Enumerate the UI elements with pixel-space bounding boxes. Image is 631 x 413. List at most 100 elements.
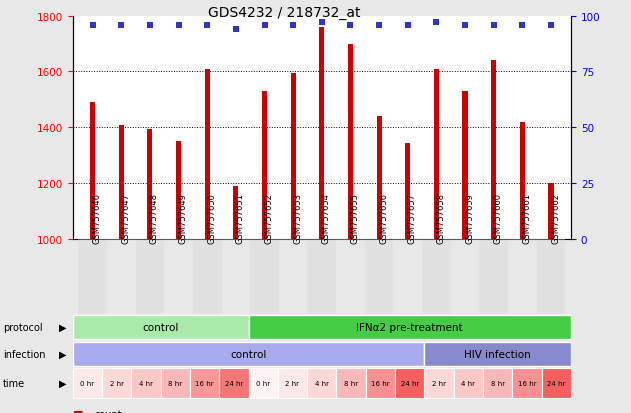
Bar	[377, 117, 382, 240]
Point	[345, 22, 355, 29]
Bar	[278, 368, 307, 398]
Text: GSM757662: GSM757662	[551, 192, 560, 243]
Bar	[102, 368, 131, 398]
Bar	[249, 315, 571, 339]
Bar	[73, 368, 102, 398]
Text: GSM757652: GSM757652	[264, 192, 273, 243]
Text: ▶: ▶	[59, 322, 66, 332]
Text: 4 hr: 4 hr	[139, 380, 153, 386]
Text: GSM757653: GSM757653	[293, 192, 302, 243]
Bar	[405, 143, 410, 240]
Text: GSM757651: GSM757651	[236, 192, 245, 243]
Bar	[434, 69, 439, 240]
Bar	[73, 315, 249, 339]
Text: ■: ■	[73, 409, 83, 413]
Text: GSM757646: GSM757646	[93, 192, 102, 243]
Text: 24 hr: 24 hr	[225, 380, 243, 386]
Bar	[136, 240, 164, 314]
Text: GSM757660: GSM757660	[493, 192, 503, 243]
Text: control: control	[143, 322, 179, 332]
Text: 2 hr: 2 hr	[432, 380, 446, 386]
Point	[546, 22, 556, 29]
Bar	[336, 368, 366, 398]
Text: 16 hr: 16 hr	[518, 380, 536, 386]
Point	[488, 22, 498, 29]
Point	[317, 20, 327, 26]
Text: protocol: protocol	[3, 322, 43, 332]
Text: 0 hr: 0 hr	[256, 380, 270, 386]
Text: GDS4232 / 218732_at: GDS4232 / 218732_at	[208, 6, 360, 20]
Bar	[491, 61, 497, 240]
Point	[174, 22, 184, 29]
Bar	[307, 240, 336, 314]
Point	[432, 20, 442, 26]
Bar	[425, 368, 454, 398]
Bar	[90, 103, 95, 240]
Text: 8 hr: 8 hr	[491, 380, 505, 386]
Bar	[249, 368, 278, 398]
Bar	[425, 342, 571, 366]
Bar	[463, 92, 468, 240]
Point	[231, 26, 241, 33]
Bar	[537, 240, 565, 314]
Bar	[336, 240, 365, 314]
Point	[145, 22, 155, 29]
Bar	[548, 184, 553, 240]
Bar	[204, 69, 209, 240]
Text: HIV infection: HIV infection	[464, 349, 531, 359]
Bar	[107, 240, 136, 314]
Bar	[319, 28, 324, 240]
Point	[460, 22, 470, 29]
Bar	[233, 187, 239, 240]
Point	[374, 22, 384, 29]
Text: GSM757648: GSM757648	[150, 192, 159, 243]
Text: 24 hr: 24 hr	[401, 380, 419, 386]
Bar	[160, 368, 190, 398]
Point	[517, 22, 528, 29]
Text: GSM757658: GSM757658	[437, 192, 445, 243]
Bar	[219, 368, 249, 398]
Text: 16 hr: 16 hr	[195, 380, 214, 386]
Text: 8 hr: 8 hr	[168, 380, 182, 386]
Point	[88, 22, 98, 29]
Bar	[394, 240, 422, 314]
Bar	[508, 240, 537, 314]
Text: GSM757661: GSM757661	[522, 192, 531, 243]
Text: 4 hr: 4 hr	[315, 380, 329, 386]
Text: IFNα2 pre-treatment: IFNα2 pre-treatment	[357, 322, 463, 332]
Text: GSM757650: GSM757650	[207, 192, 216, 243]
Text: count: count	[95, 409, 122, 413]
Bar	[366, 368, 395, 398]
Bar	[422, 240, 451, 314]
Bar	[78, 240, 107, 314]
Text: GSM757647: GSM757647	[121, 192, 130, 243]
Text: ▶: ▶	[59, 378, 66, 388]
Bar	[193, 240, 221, 314]
Bar	[483, 368, 512, 398]
Bar	[291, 74, 296, 240]
Bar	[365, 240, 394, 314]
Bar	[395, 368, 425, 398]
Text: GSM757654: GSM757654	[322, 192, 331, 243]
Bar	[480, 240, 508, 314]
Text: GSM757659: GSM757659	[465, 192, 474, 243]
Text: 2 hr: 2 hr	[110, 380, 124, 386]
Text: 16 hr: 16 hr	[371, 380, 390, 386]
Text: 24 hr: 24 hr	[547, 380, 565, 386]
Bar	[542, 368, 571, 398]
Point	[259, 22, 269, 29]
Text: 8 hr: 8 hr	[344, 380, 358, 386]
Bar	[119, 125, 124, 240]
Bar	[348, 45, 353, 240]
Bar	[451, 240, 480, 314]
Text: 2 hr: 2 hr	[285, 380, 300, 386]
Bar	[512, 368, 542, 398]
Bar	[131, 368, 160, 398]
Point	[202, 22, 212, 29]
Bar	[73, 342, 425, 366]
Bar	[250, 240, 279, 314]
Text: GSM757656: GSM757656	[379, 192, 388, 243]
Bar	[221, 240, 250, 314]
Bar	[454, 368, 483, 398]
Bar	[279, 240, 307, 314]
